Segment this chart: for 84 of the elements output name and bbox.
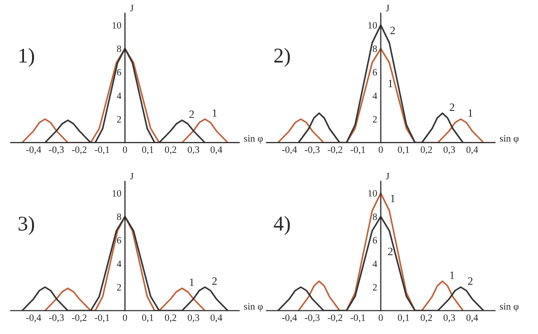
y-axis-title: J [386, 4, 390, 12]
x-tick-label: 0,2 [164, 314, 176, 322]
annotation: 1 [468, 109, 472, 117]
x-tick-label: -0,1 [350, 146, 366, 154]
series-label: 1 [190, 278, 194, 286]
x-tick-label: 0,3 [188, 146, 200, 154]
y-tick-label: 6 [372, 69, 377, 76]
series-label: 1 [212, 109, 217, 117]
x-tick-label: 0 [378, 146, 383, 153]
x-tick-label: 0,4 [210, 146, 222, 154]
series-label: 1 [390, 194, 395, 202]
x-tick-label: -0,2 [72, 314, 86, 322]
x-tick-label: -0,1 [350, 314, 366, 322]
x-tick-label: 0,3 [444, 314, 455, 322]
y-tick-label: 10 [368, 190, 377, 197]
x-tick-label: -0,3 [49, 146, 64, 154]
x-tick-label: 0,4 [210, 314, 222, 322]
x-tick-label: 0,3 [188, 314, 200, 322]
x-tick-label: -0,4 [26, 146, 42, 154]
x-tick-label: -0,1 [94, 146, 110, 154]
x-axis-title: sin φ [244, 303, 263, 312]
x-tick-label: 0,1 [398, 314, 410, 322]
x-tick-label: 0,1 [398, 146, 410, 154]
text: 2) [274, 48, 290, 67]
y-tick-label: 4 [116, 92, 122, 99]
line-series [298, 24, 464, 143]
y-tick-label: 10 [112, 22, 122, 29]
x-tick-label: 0,1 [142, 146, 154, 154]
y-tick-label: 4 [372, 92, 378, 99]
y-tick-label: 6 [117, 237, 122, 244]
series-label: 2 [212, 277, 217, 285]
x-tick-label: -0,3 [49, 314, 64, 322]
y-tick-label: 8 [372, 214, 377, 220]
x-tick-label: 0,4 [466, 146, 478, 154]
x-tick-label: 0,3 [444, 146, 455, 154]
x-tick-label: -0,4 [282, 146, 297, 154]
x-axis-title: sin φ [500, 303, 519, 312]
x-axis-title: sin φ [500, 135, 519, 144]
y-tick-label: 8 [372, 46, 377, 52]
x-tick-label: 0,2 [164, 146, 176, 154]
y-axis-title: J [130, 172, 134, 180]
y-tick-label: 2 [117, 116, 121, 122]
y-tick-label: 4 [116, 260, 122, 267]
y-tick-label: 2 [372, 116, 377, 122]
x-tick-label: -0,1 [94, 314, 110, 322]
x-axis-title: sin φ [244, 135, 263, 144]
x-tick-label: -0,2 [328, 146, 342, 154]
x-tick-label: -0,3 [304, 314, 320, 322]
x-tick-label: 0,4 [466, 314, 478, 322]
y-tick-label: 2 [372, 284, 377, 290]
x-tick-label: 0 [122, 314, 128, 321]
y-tick-label: 6 [117, 69, 122, 76]
line-series [298, 192, 464, 311]
x-tick-label: -0,3 [304, 146, 320, 154]
annotation: 2 [450, 104, 454, 111]
x-tick-label: -0,2 [328, 314, 342, 322]
y-axis-title: J [386, 172, 390, 180]
text: 3) [18, 216, 34, 235]
y-tick-label: 10 [368, 22, 377, 29]
y-tick-label: 10 [112, 190, 122, 197]
x-tick-label: 0 [378, 314, 383, 321]
y-tick-label: 2 [117, 284, 121, 290]
x-tick-label: 0,2 [420, 314, 432, 322]
x-tick-label: -0,2 [72, 146, 86, 154]
y-tick-label: 8 [116, 46, 122, 52]
series-label: 1 [388, 80, 393, 88]
y-tick-label: 4 [372, 260, 378, 267]
series-label: 2 [388, 248, 393, 256]
text: 1) [19, 48, 34, 67]
x-tick-label: 0,2 [420, 146, 432, 154]
y-axis-title: J [130, 4, 134, 12]
x-tick-label: 0,1 [142, 314, 154, 322]
series-label: 2 [390, 26, 395, 34]
x-tick-label: -0,4 [282, 314, 297, 322]
text: 4) [274, 216, 290, 235]
line-series [44, 48, 206, 143]
annotation: 2 [468, 277, 472, 285]
series-label: 2 [189, 110, 194, 118]
x-tick-label: -0,4 [26, 314, 42, 322]
y-tick-label: 6 [372, 237, 377, 244]
x-tick-label: 0 [122, 146, 128, 153]
y-tick-label: 8 [116, 214, 122, 220]
line-series [21, 48, 228, 143]
annotation: 1 [450, 272, 454, 279]
